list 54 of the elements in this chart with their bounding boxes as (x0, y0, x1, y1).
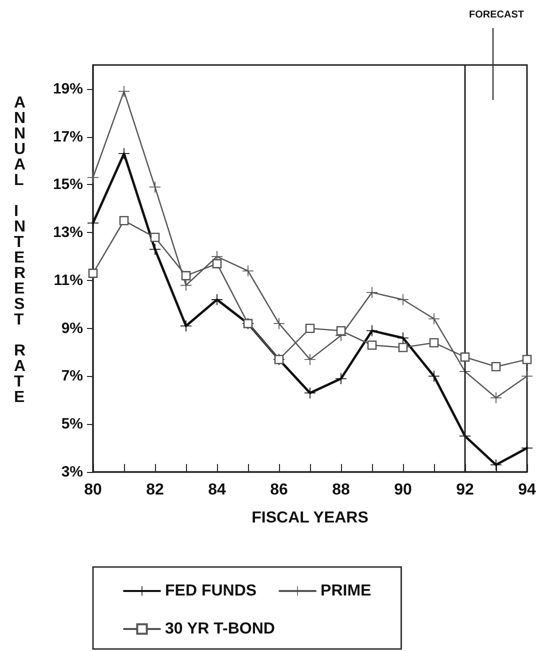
x-tick-label: 86 (270, 482, 288, 498)
point (304, 387, 316, 398)
y-tick-label: 3% (61, 464, 83, 480)
y-tick-label: 17% (52, 128, 83, 146)
text: ANNUAL INTEREST RATE (14, 94, 26, 406)
text: FORECAST (469, 10, 524, 20)
x-tick-label: 92 (456, 482, 474, 498)
legend-label: 30 YR T-BOND (165, 620, 275, 638)
legend-label: PRIME (320, 582, 372, 600)
point (429, 338, 439, 348)
y-tick-label: 13% (52, 224, 83, 242)
y-tick-label: 11% (54, 272, 83, 289)
point (522, 354, 532, 364)
point (88, 218, 98, 229)
x-tick-label: 82 (146, 482, 164, 498)
x-tick-label: 84 (208, 482, 226, 498)
y-tick-label: 7% (61, 368, 83, 385)
point (180, 320, 192, 332)
x-tick-label: 90 (394, 482, 412, 498)
x-tick-label: 88 (332, 482, 350, 498)
point (118, 86, 130, 97)
point (460, 352, 470, 362)
point (150, 232, 160, 242)
point (118, 148, 130, 160)
point (398, 294, 408, 306)
point (242, 265, 254, 276)
point (212, 294, 222, 306)
x-axis-title: FISCAL YEARS (252, 510, 369, 526)
point (88, 172, 98, 184)
point (181, 271, 191, 280)
point (150, 182, 160, 193)
y-tick-label: 5% (61, 416, 83, 433)
y-tick-label: 15% (52, 176, 83, 194)
point (150, 244, 160, 255)
y-tick-label: 9% (61, 320, 83, 337)
point (490, 459, 502, 470)
point (212, 259, 222, 268)
point (522, 442, 532, 454)
point (119, 216, 129, 226)
point (305, 324, 315, 334)
legend-label: FED FUNDS (165, 582, 257, 600)
x-tick-label: 94 (518, 482, 536, 498)
point (336, 326, 346, 336)
point (398, 342, 408, 352)
point (366, 286, 378, 298)
y-tick-label: 19% (52, 80, 83, 98)
point (336, 373, 346, 384)
point (304, 354, 316, 365)
point (491, 362, 501, 372)
point (274, 318, 284, 330)
x-tick-label: 80 (84, 482, 102, 498)
point (398, 332, 408, 344)
point (367, 340, 377, 350)
point (88, 268, 98, 278)
